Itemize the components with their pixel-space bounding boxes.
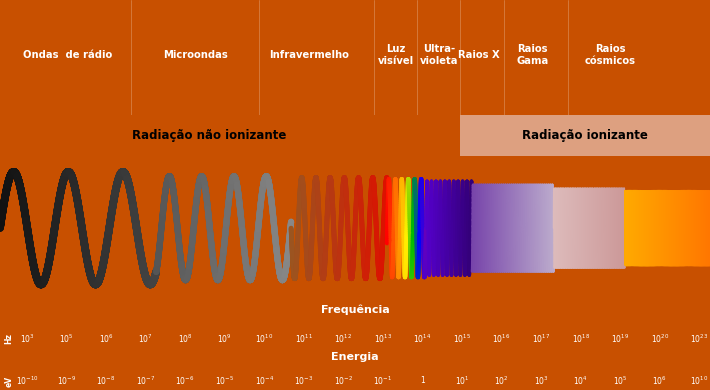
Text: $10^{-1}$: $10^{-1}$: [373, 375, 393, 387]
Text: $10^{8}$: $10^{8}$: [178, 332, 192, 344]
Text: $10^{10}$: $10^{10}$: [690, 375, 709, 387]
Text: $10^{3}$: $10^{3}$: [534, 375, 549, 387]
Text: Infravermelho: Infravermelho: [269, 50, 349, 60]
Text: Ondas  de rádio: Ondas de rádio: [23, 50, 112, 60]
Text: $10^{6}$: $10^{6}$: [652, 375, 667, 387]
Text: $10^{6}$: $10^{6}$: [99, 332, 114, 344]
Text: $10^{20}$: $10^{20}$: [650, 332, 669, 344]
Text: $10^{7}$: $10^{7}$: [138, 332, 153, 344]
Text: $10^{13}$: $10^{13}$: [374, 332, 392, 344]
Text: $10^{10}$: $10^{10}$: [255, 332, 273, 344]
Text: eV: eV: [5, 376, 13, 386]
Text: Radiação não ionizante: Radiação não ionizante: [132, 129, 287, 142]
Text: $10^{-8}$: $10^{-8}$: [97, 375, 116, 387]
Text: Energia: Energia: [331, 352, 379, 362]
Text: $10^{18}$: $10^{18}$: [572, 332, 590, 344]
Text: Microondas: Microondas: [163, 50, 228, 60]
Text: $10^{3}$: $10^{3}$: [20, 332, 34, 344]
Text: $10^{23}$: $10^{23}$: [690, 332, 709, 344]
Text: Raios X: Raios X: [459, 50, 500, 60]
Text: Raios
cósmicos: Raios cósmicos: [585, 44, 636, 66]
Text: Frequência: Frequência: [321, 305, 389, 315]
Text: $10^{11}$: $10^{11}$: [295, 332, 313, 344]
Text: $10^{19}$: $10^{19}$: [611, 332, 629, 344]
Text: Radiação ionizante: Radiação ionizante: [522, 129, 648, 142]
Text: Hz: Hz: [5, 333, 13, 344]
Text: Luz
visível: Luz visível: [378, 44, 414, 66]
Text: 1: 1: [420, 376, 425, 385]
Text: $10^{-5}$: $10^{-5}$: [215, 375, 234, 387]
Text: $10^{-10}$: $10^{-10}$: [16, 375, 38, 387]
Text: $10^{5}$: $10^{5}$: [59, 332, 74, 344]
Text: $10^{-9}$: $10^{-9}$: [57, 375, 76, 387]
Text: $10^{-4}$: $10^{-4}$: [255, 375, 274, 387]
Text: $10^{16}$: $10^{16}$: [493, 332, 510, 344]
Text: $10^{4}$: $10^{4}$: [573, 375, 588, 387]
Text: $10^{9}$: $10^{9}$: [217, 332, 232, 344]
Text: $10^{12}$: $10^{12}$: [334, 332, 352, 344]
Text: $10^{-7}$: $10^{-7}$: [136, 375, 155, 387]
Text: $10^{2}$: $10^{2}$: [494, 375, 509, 387]
Text: $10^{-2}$: $10^{-2}$: [334, 375, 353, 387]
Text: $10^{-6}$: $10^{-6}$: [175, 375, 195, 387]
Text: $10^{-3}$: $10^{-3}$: [294, 375, 314, 387]
Text: $10^{14}$: $10^{14}$: [413, 332, 432, 344]
Text: Ultra-
violeta: Ultra- violeta: [420, 44, 458, 66]
Text: $10^{5}$: $10^{5}$: [613, 375, 628, 387]
Text: Raios
Gama: Raios Gama: [516, 44, 549, 66]
Text: $10^{15}$: $10^{15}$: [453, 332, 471, 344]
Text: $10^{1}$: $10^{1}$: [454, 375, 469, 387]
Text: $10^{17}$: $10^{17}$: [532, 332, 550, 344]
Bar: [460, 115, 710, 156]
